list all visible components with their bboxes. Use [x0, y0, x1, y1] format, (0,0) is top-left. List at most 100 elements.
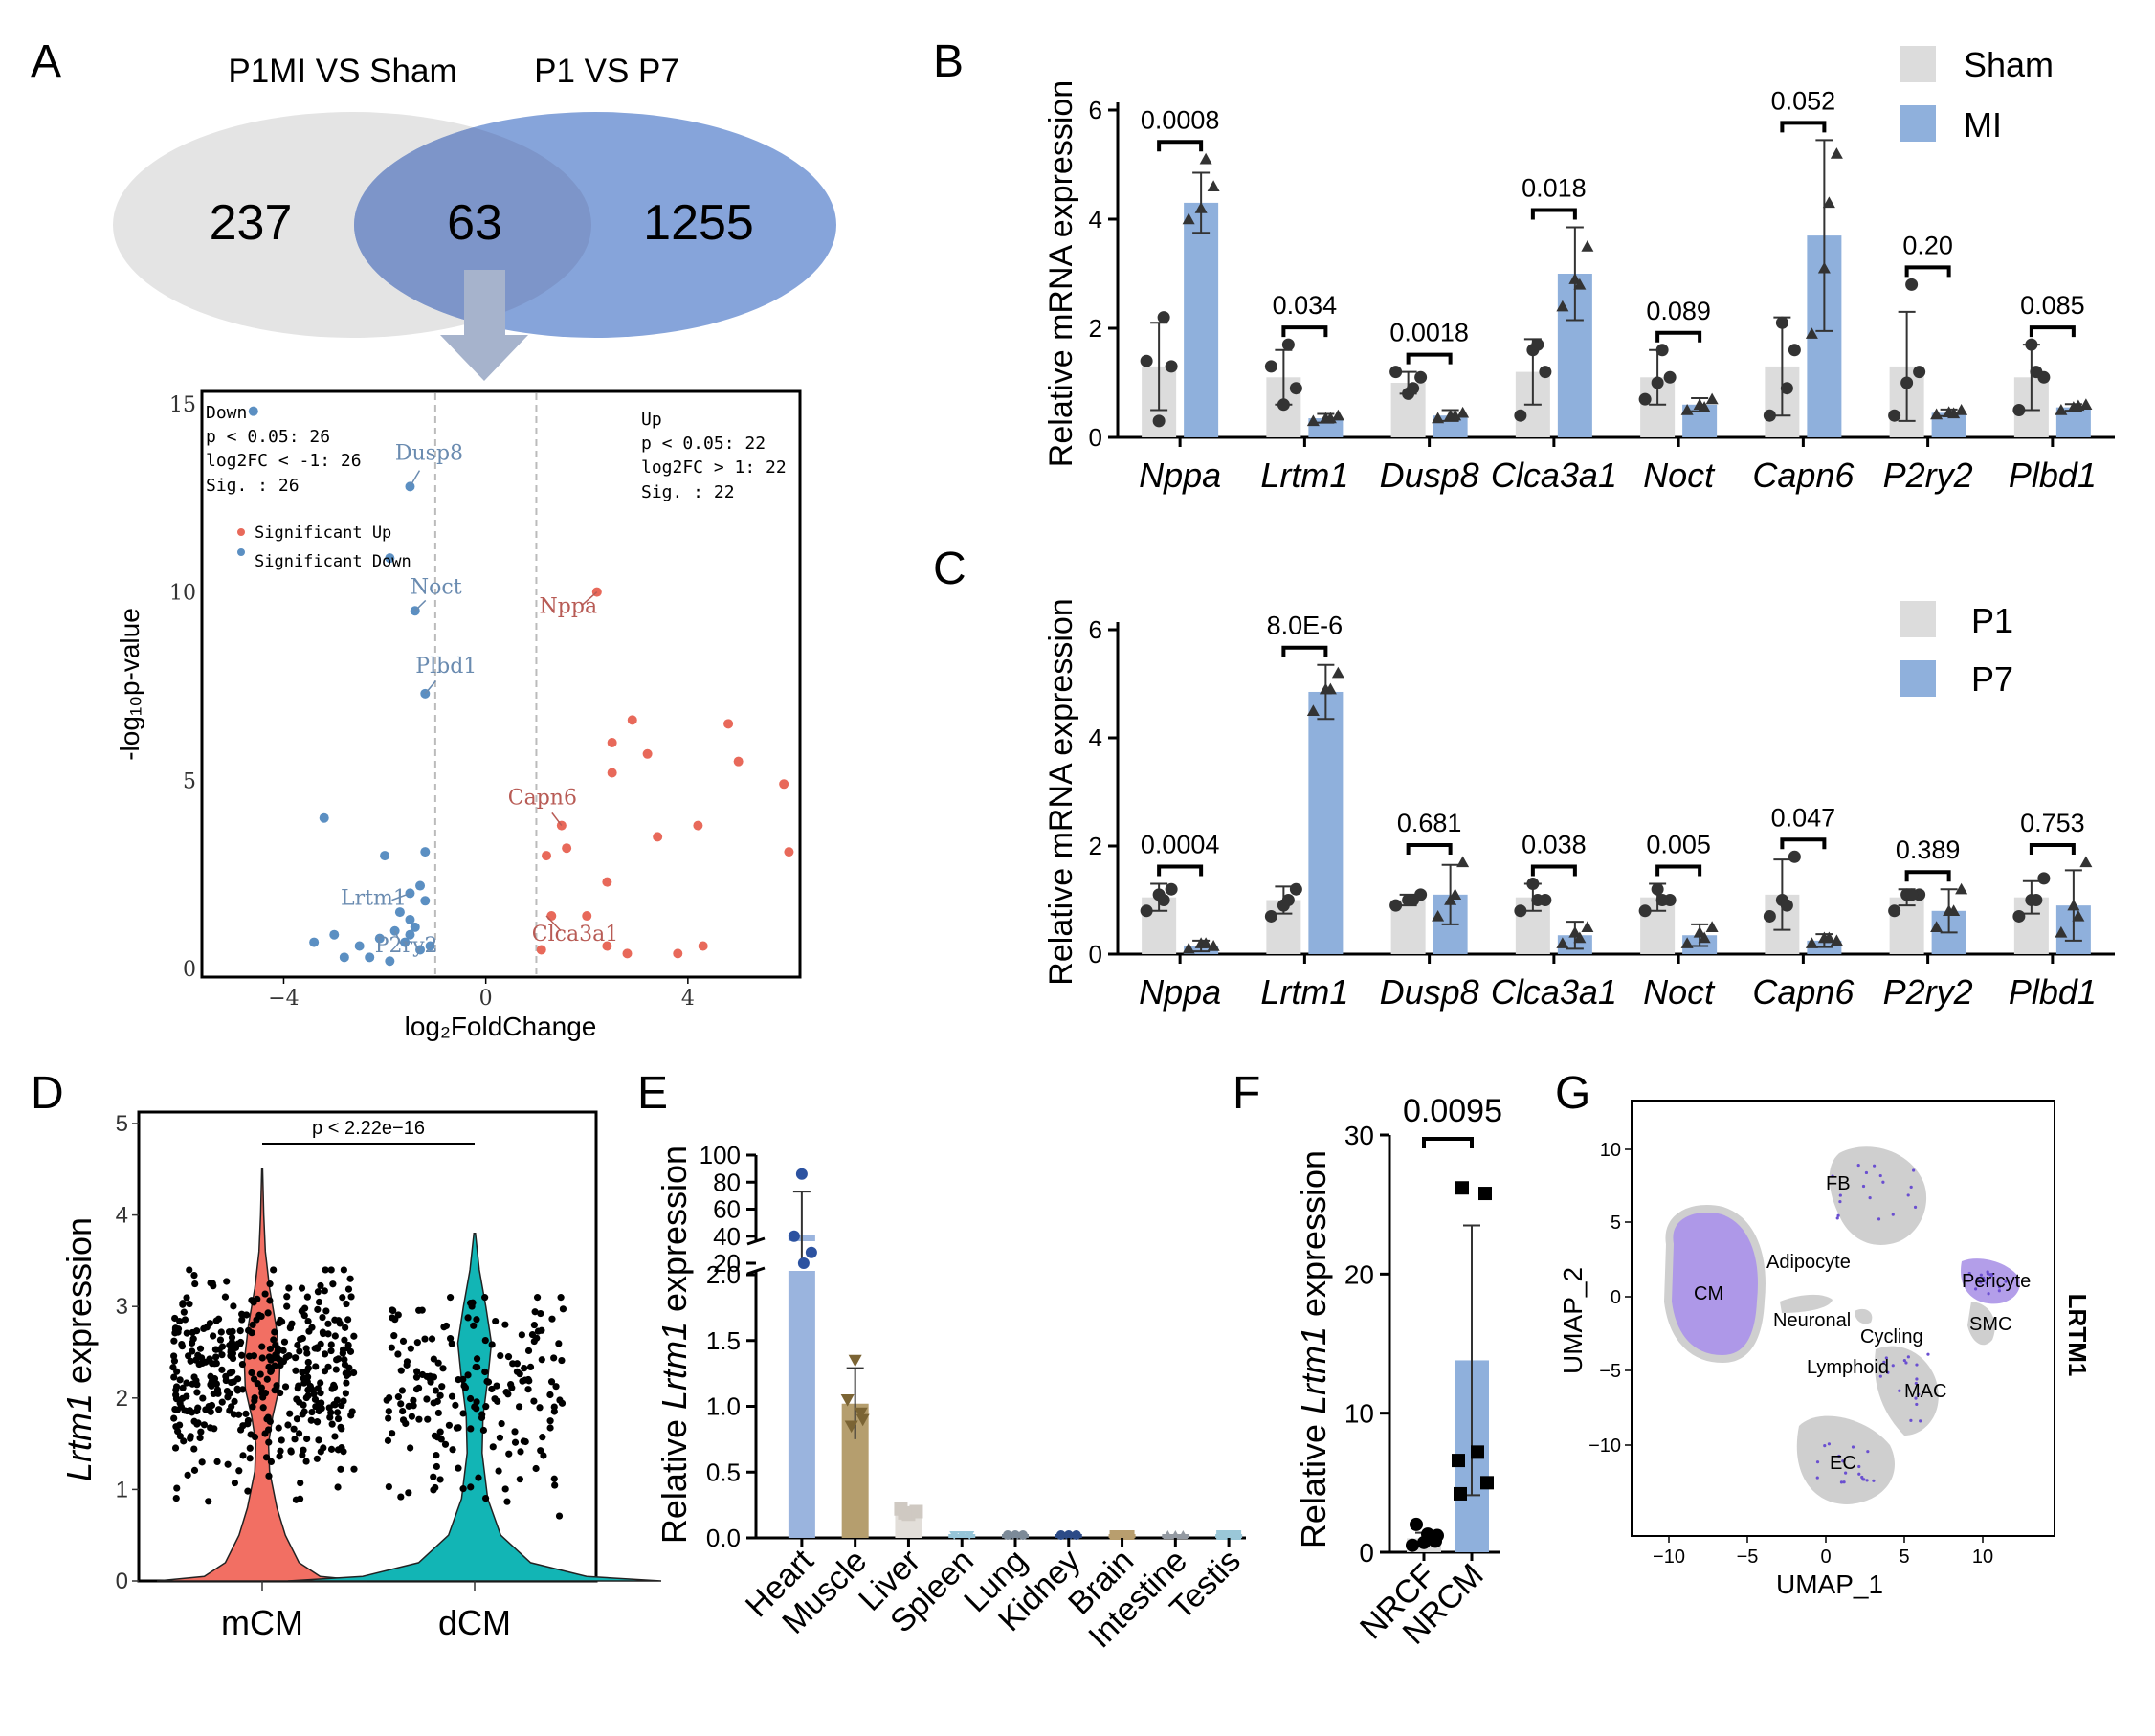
dcm-cell-27: [399, 1337, 408, 1345]
mcm-cell-138: [196, 1345, 205, 1352]
dcm-cell-169: [389, 1306, 397, 1315]
dcm-cell-109: [481, 1336, 489, 1345]
p-value-capn6: 0.047: [1771, 803, 1836, 832]
panel-f-chart: Relative Lrtm1 expression 0.0095 0 10 20 30…: [1294, 1093, 1502, 1652]
dcm-cell-53: [405, 1489, 412, 1497]
y-tick-label-1: 10: [1344, 1399, 1374, 1429]
point-p7-clca3a1-0: [1556, 937, 1569, 948]
umap-cell-33: [1909, 1418, 1913, 1422]
mcm-cell-360: [266, 1345, 275, 1353]
volcano-legend: Significant Up Significant Down: [237, 523, 411, 571]
dcm-cell-101: [532, 1464, 540, 1473]
point-mi-plbd1-2: [2079, 398, 2093, 410]
dcm-cell-46: [509, 1360, 517, 1368]
y-tick-label-3: −5: [1599, 1361, 1621, 1382]
mcm-cell-167: [308, 1408, 316, 1416]
point-p7-dusp8-3: [1449, 888, 1462, 901]
point-sham-dusp8-3: [1407, 382, 1420, 395]
y-tick-label-lower-4: 2.0: [706, 1260, 741, 1289]
volcano-gene-labels: Dusp8 Noct Plbd1 Lrtm1 P2ry2 Nppa Capn6 Clca3a1: [341, 441, 618, 957]
mcm-cell-387: [291, 1436, 299, 1443]
dcm-cell-114: [492, 1317, 500, 1325]
dcm-cell-124: [452, 1401, 459, 1409]
point-p7-noct-0: [1680, 937, 1694, 948]
dcm-cell-150: [524, 1347, 533, 1355]
mcm-cell-163: [285, 1284, 293, 1292]
dcm-cell-58: [389, 1314, 396, 1322]
up-point-4: [607, 738, 617, 747]
label-leader-dusp8: [409, 470, 421, 487]
mcm-cell-99: [290, 1425, 298, 1433]
mcm-cell-265: [265, 1472, 273, 1480]
dcm-cell-115: [421, 1335, 429, 1343]
point-mi-clca3a1-2: [1581, 240, 1594, 252]
mcm-cell-412: [212, 1346, 220, 1353]
venn-set-right-name: P1 VS P7: [534, 53, 679, 90]
point-sham-dusp8-0: [1389, 366, 1403, 379]
dcm-cell-134: [483, 1377, 491, 1386]
umap-cell-3: [1881, 1180, 1885, 1184]
y-tick-label-lower-0: 0.0: [706, 1524, 741, 1552]
mcm-cell-393: [238, 1310, 246, 1318]
up-point-20: [698, 941, 708, 951]
umap-cell-16: [1868, 1196, 1872, 1200]
point-p1-plbd1-2: [2037, 872, 2051, 885]
dcm-cell-186: [534, 1327, 543, 1335]
mcm-cell-65: [239, 1452, 247, 1459]
sig-bracket-nppa: [1157, 140, 1204, 152]
mcm-cell-195: [266, 1280, 274, 1288]
point-mi-nppa-2: [1207, 180, 1220, 191]
volcano-points: [248, 406, 794, 967]
mcm-cell-260: [251, 1394, 258, 1402]
sig-bracket-plbd1: [2029, 842, 2076, 855]
legend-p1-swatch: [1900, 601, 1936, 637]
dcm-cell-188: [501, 1485, 509, 1493]
gene-label-capn6: Capn6: [508, 787, 577, 811]
p-value-p2ry2: 0.389: [1896, 835, 1961, 864]
umap-cluster-labels: CM FB Adipocyte Pericyte SMC Neuronal Cy…: [1694, 1173, 2031, 1474]
mcm-cell-31: [183, 1379, 190, 1387]
mcm-cell-311: [209, 1332, 217, 1340]
x-label-nppa: Nppa: [1139, 456, 1221, 495]
dcm-cell-105: [439, 1365, 447, 1372]
umap-cell-54: [1983, 1279, 1987, 1282]
mcm-cell-236: [183, 1392, 190, 1400]
mcm-cell-135: [216, 1336, 225, 1344]
dcm-cell-99: [496, 1434, 504, 1441]
mcm-cell-149: [302, 1368, 311, 1375]
mcm-cell-213: [213, 1386, 222, 1393]
point-mi-noct-0: [1680, 404, 1694, 415]
mcm-cell-61: [279, 1347, 287, 1354]
umap-cell-61: [1973, 1287, 1978, 1291]
dcm-cell-82: [505, 1450, 513, 1458]
dcm-cell-107: [407, 1345, 414, 1352]
gene-label-p2ry2: P2ry2: [375, 934, 438, 958]
y-tick-label-1: 5: [1611, 1213, 1621, 1234]
point-sham-capn6-0: [1763, 409, 1776, 422]
y-tick-label-1: 2: [1089, 314, 1102, 343]
point-kidney-0: [1055, 1530, 1066, 1540]
mcm-cell-380: [212, 1359, 220, 1368]
down-box-line-1: p < 0.05: 26: [206, 427, 330, 447]
point-intestine-0: [1163, 1530, 1173, 1539]
x-tick-label-4: 10: [1972, 1547, 1993, 1568]
mcm-cell-408: [191, 1280, 199, 1288]
volcano-ylabel: -log₁₀p-value: [115, 608, 144, 761]
mcm-cell-381: [346, 1275, 354, 1282]
point-liver-2: [909, 1504, 923, 1519]
mcm-cell-390: [341, 1361, 349, 1369]
down-point-22: [425, 941, 435, 951]
legend-mi-swatch: [1900, 105, 1936, 142]
dcm-cell-171: [515, 1403, 523, 1411]
y-tick-label-3: 6: [1089, 96, 1102, 124]
sig-bracket-p2ry2: [1904, 870, 1951, 882]
umap-cell-71: [1989, 1272, 1994, 1277]
mcm-cell-341: [276, 1320, 283, 1327]
mcm-cell-401: [227, 1347, 234, 1356]
down-point-13: [374, 933, 385, 944]
mcm-cell-100: [179, 1384, 187, 1391]
point-p7-lrtm1-0: [1306, 704, 1320, 716]
mcm-cell-395: [207, 1424, 214, 1432]
mcm-cell-319: [343, 1300, 350, 1308]
mcm-cell-242: [330, 1383, 339, 1391]
